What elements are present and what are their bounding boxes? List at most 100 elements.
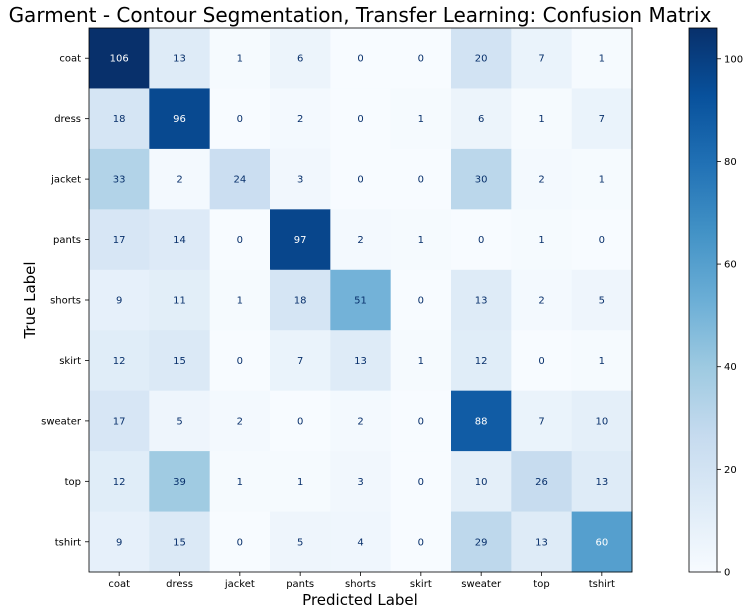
cell-value-label: 5 xyxy=(599,296,605,307)
heatmap-cell xyxy=(330,390,392,452)
cell-value-label: 0 xyxy=(418,537,424,548)
heatmap-cell xyxy=(571,511,633,573)
cell-value-label: 51 xyxy=(354,296,367,307)
x-tick-label: coat xyxy=(108,579,130,590)
cell-value-label: 106 xyxy=(110,54,129,65)
heatmap-cell xyxy=(571,390,633,452)
heatmap-cell xyxy=(209,390,271,452)
heatmap-cell xyxy=(209,148,271,210)
heatmap-cell xyxy=(270,390,331,452)
y-tick-label: dress xyxy=(54,114,81,125)
y-axis-ticks: coat dress jacket pants shorts skirt sweater to… xyxy=(41,54,89,548)
heatmap-cell xyxy=(89,269,150,331)
heatmap-cell xyxy=(209,209,271,271)
heatmap-cell xyxy=(511,209,573,271)
heatmap-cell xyxy=(571,148,633,210)
heatmap-cell xyxy=(330,511,392,573)
cell-value-label: 0 xyxy=(418,54,424,65)
heatmap-cell xyxy=(451,390,512,452)
heatmap-cell xyxy=(149,390,211,452)
heatmap-cell xyxy=(149,330,211,392)
heatmap-cell xyxy=(149,209,211,271)
heatmap-cell xyxy=(451,88,512,150)
heatmap-cell xyxy=(390,148,452,210)
cell-value-label: 30 xyxy=(475,175,488,186)
heatmap-cell xyxy=(451,28,512,89)
heatmap-cell xyxy=(571,28,633,89)
cell-value-label: 96 xyxy=(173,114,186,125)
heatmap-cell xyxy=(390,451,452,513)
cell-value-label: 2 xyxy=(176,175,182,186)
heatmap-cell xyxy=(511,511,573,573)
cell-value-label: 0 xyxy=(599,235,605,246)
y-tick-label: tshirt xyxy=(55,537,81,548)
cell-value-label: 1 xyxy=(538,235,544,246)
cell-value-label: 24 xyxy=(233,175,246,186)
cell-value-label: 1 xyxy=(599,175,605,186)
heatmap-cell xyxy=(571,451,633,513)
cell-value-label: 26 xyxy=(535,477,548,488)
cell-value-label: 29 xyxy=(475,537,488,548)
heatmap-cell xyxy=(209,88,271,150)
heatmap-cell xyxy=(571,330,633,392)
heatmap-cell xyxy=(330,28,392,89)
heatmap-cell xyxy=(209,451,271,513)
y-tick-label: skirt xyxy=(59,356,81,367)
cell-value-label: 0 xyxy=(237,114,243,125)
cell-value-label: 20 xyxy=(475,54,488,65)
cell-value-label: 4 xyxy=(357,537,363,548)
y-tick-label: top xyxy=(65,477,81,488)
heatmap-cell xyxy=(270,451,331,513)
heatmap-cell xyxy=(270,88,331,150)
cell-value-label: 0 xyxy=(237,537,243,548)
heatmap-cell xyxy=(390,269,452,331)
cell-value-label: 0 xyxy=(478,235,484,246)
x-axis-label: Predicted Label xyxy=(302,591,418,609)
heatmap-cells: 106 13 1 6 0 0 20 7 118 96 0 2 0 1 6 1 733 2 24 3 0 0 30 2 117 14… xyxy=(89,28,633,573)
cell-value-label: 15 xyxy=(173,356,186,367)
cell-value-label: 0 xyxy=(297,416,303,427)
cell-value-label: 13 xyxy=(354,356,367,367)
cell-value-label: 17 xyxy=(113,416,126,427)
heatmap-cell xyxy=(511,330,573,392)
heatmap-cell xyxy=(330,148,392,210)
cell-value-label: 10 xyxy=(595,416,608,427)
heatmap-cell xyxy=(511,451,573,513)
heatmap-cell xyxy=(390,28,452,89)
cell-value-label: 1 xyxy=(237,477,243,488)
colorbar-ticks: 0 20 40 60 80 100 xyxy=(717,54,743,579)
cell-value-label: 1 xyxy=(237,54,243,65)
cell-value-label: 12 xyxy=(475,356,488,367)
heatmap-cell xyxy=(270,28,331,89)
heatmap-cell xyxy=(571,88,633,150)
heatmap-cell xyxy=(511,28,573,89)
cell-value-label: 1 xyxy=(418,356,424,367)
cell-value-label: 0 xyxy=(237,235,243,246)
heatmap-cell xyxy=(270,511,331,573)
heatmap-cell xyxy=(270,330,331,392)
cell-value-label: 1 xyxy=(538,114,544,125)
y-tick-label: shorts xyxy=(50,296,81,307)
colorbar-tick-label: 40 xyxy=(724,362,737,373)
heatmap-cell xyxy=(330,209,392,271)
cell-value-label: 1 xyxy=(237,296,243,307)
heatmap-cell xyxy=(330,451,392,513)
heatmap-cell xyxy=(451,148,512,210)
heatmap-cell xyxy=(209,330,271,392)
cell-value-label: 0 xyxy=(418,296,424,307)
cell-value-label: 97 xyxy=(294,235,307,246)
cell-value-label: 6 xyxy=(478,114,484,125)
x-tick-label: shorts xyxy=(345,579,376,590)
cell-value-label: 39 xyxy=(173,477,186,488)
heatmap-cell xyxy=(390,330,452,392)
cell-value-label: 0 xyxy=(357,114,363,125)
cell-value-label: 5 xyxy=(297,537,303,548)
y-tick-label: coat xyxy=(59,54,81,65)
cell-value-label: 9 xyxy=(116,296,122,307)
x-axis-ticks: coat dress jacket pants shorts skirt sweater to… xyxy=(108,572,615,590)
heatmap-cell xyxy=(270,148,331,210)
heatmap-cell xyxy=(451,451,512,513)
cell-value-label: 7 xyxy=(297,356,303,367)
y-tick-label: sweater xyxy=(41,416,82,427)
